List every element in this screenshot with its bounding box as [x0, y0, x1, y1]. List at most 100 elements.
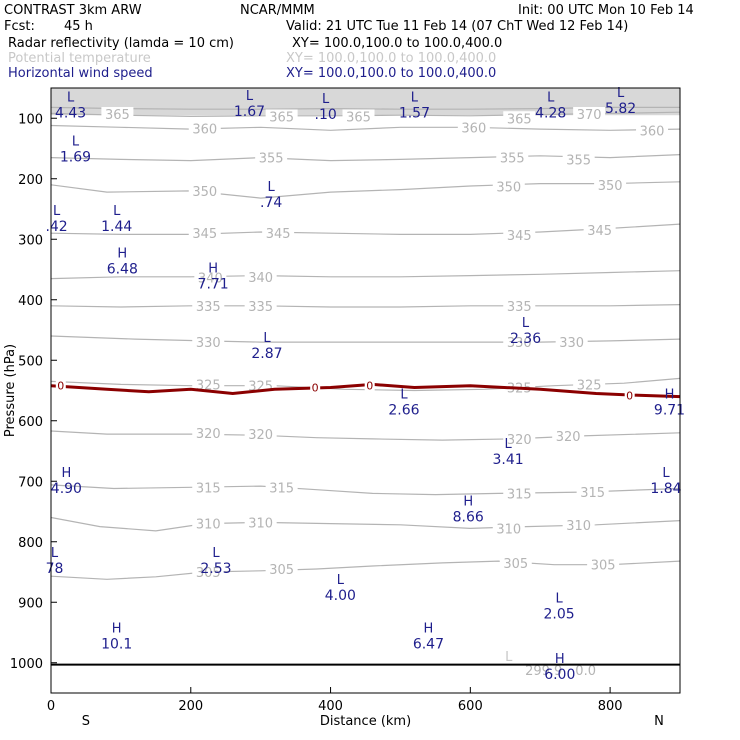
theta-label-bg	[265, 480, 298, 494]
wind-extremum-symbol: L	[522, 316, 530, 331]
wind-extremum-value: 2.36	[510, 331, 541, 347]
y-tick-label: 100	[18, 112, 43, 127]
wind-extremum-value: 1.67	[234, 104, 265, 120]
theta-label-bg	[101, 107, 134, 121]
wind-extremum-symbol: L	[555, 591, 563, 606]
theta-label-bg	[503, 111, 536, 125]
y-tick-label: 900	[18, 596, 43, 611]
theta-label-bg	[244, 515, 277, 529]
theta-label: 370	[577, 108, 602, 123]
theta-label: 345	[266, 227, 291, 242]
theta-label-bg	[244, 269, 277, 283]
wind-extremum-symbol: H	[665, 387, 675, 402]
field-reflectivity-xy: XY= 100.0,100.0 to 100.0,400.0	[292, 36, 503, 51]
theta-label: 315	[269, 481, 294, 496]
wind-extremum-symbol: H	[424, 622, 434, 637]
zero-label-bg	[310, 381, 321, 394]
theta-contour-360	[51, 124, 680, 131]
theta-label-bg	[492, 521, 525, 535]
theta-label: 365	[269, 110, 294, 125]
theta-contour-345	[51, 223, 680, 235]
y-tick-label: 200	[18, 173, 43, 188]
forecast-label: Fcst:	[4, 19, 35, 34]
wind-extremum-value: 9.71	[654, 402, 685, 418]
wind-extremum-value: .74	[260, 195, 282, 211]
theta-label-bg	[573, 377, 606, 391]
wind-extremum-symbol: L	[51, 546, 59, 561]
theta-label-bg	[265, 109, 298, 123]
theta-contour-350	[51, 181, 680, 199]
theta-label-bg	[503, 298, 536, 312]
wind-extremum-value: 4.00	[325, 588, 356, 604]
theta-label-bg	[552, 428, 585, 442]
theta-label-bg	[192, 425, 225, 439]
theta-label: 335	[507, 300, 532, 315]
theta-label: 360	[461, 121, 486, 136]
theta-label-bg	[562, 517, 595, 531]
wind-extremum-symbol: L	[113, 204, 121, 219]
x-axis-title: Distance (km)	[320, 714, 411, 729]
theta-label: 305	[503, 557, 528, 572]
reflectivity-zero-line	[51, 382, 680, 399]
theta-label-bg	[503, 486, 536, 500]
zero-label: 0	[57, 380, 64, 393]
wind-extremum-symbol: H	[555, 652, 565, 667]
theta-label-bg	[188, 183, 221, 197]
wind-extremum-symbol: L	[547, 90, 555, 105]
theta-label: 340	[198, 271, 223, 286]
y-tick-label: 600	[18, 415, 43, 430]
theta-label: 335	[196, 300, 221, 315]
wind-extremum-value: 2.66	[388, 402, 419, 418]
theta-label: 310	[248, 516, 273, 531]
wind-extremum-value: 2.53	[200, 561, 231, 577]
y-axis-title: Pressure (hPa)	[3, 344, 18, 437]
plot-frame	[50, 87, 681, 694]
x-tick-label: 400	[318, 699, 343, 714]
x-end-label-north: N	[654, 714, 664, 729]
theta-label: 320	[507, 433, 532, 448]
theta-label: 310	[196, 518, 221, 533]
y-tick-label: 400	[18, 294, 43, 309]
theta-label: 355	[259, 152, 284, 167]
zero-label-bg	[55, 379, 66, 392]
field-theta-xy: XY= 100.0,100.0 to 100.0,400.0	[286, 51, 497, 66]
wind-extremum-symbol: L	[246, 89, 254, 104]
wind-extremum-symbol: H	[112, 622, 122, 637]
theta-label-bg	[562, 152, 595, 166]
wind-extremum-value: 6.48	[107, 261, 138, 277]
wind-extremum-symbol: L	[322, 92, 330, 107]
wind-extremum-value: 8.66	[453, 509, 484, 525]
theta-label: 320	[196, 427, 221, 442]
reflectivity-extremum: L	[505, 650, 513, 665]
theta-label-bg	[503, 335, 536, 349]
theta-contour-335	[51, 304, 680, 308]
wind-extremum-symbol: L	[212, 546, 220, 561]
theta-label-bg	[262, 226, 295, 240]
field-reflectivity-name: Radar reflectivity (lamda = 10 cm)	[8, 36, 234, 51]
wind-extremum-value: 1.84	[650, 481, 681, 497]
wind-extremum-value: 6.00	[544, 667, 575, 683]
wind-extremum-symbol: H	[208, 262, 218, 277]
theta-label: 360	[640, 124, 665, 139]
theta-label: 345	[587, 224, 612, 239]
wind-extremum-symbol: L	[504, 437, 512, 452]
theta-label-bg	[188, 121, 221, 135]
y-tick-label: 700	[18, 475, 43, 490]
wind-extremum-value: 4.43	[55, 105, 86, 121]
theta-contour-310	[51, 516, 680, 532]
wind-extremum-symbol: L	[662, 466, 670, 481]
x-tick-label: 200	[178, 699, 203, 714]
theta-label: 345	[192, 227, 217, 242]
theta-label: 330	[559, 336, 584, 351]
y-tick-label: 1000	[10, 657, 43, 672]
wind-extremum-symbol: L	[263, 331, 271, 346]
y-tick-label: 300	[18, 233, 43, 248]
theta-label-bg	[192, 298, 225, 312]
theta-label: 330	[507, 336, 532, 351]
theta-label-bg	[573, 107, 606, 121]
theta-label: 355	[500, 152, 525, 167]
theta-label: 315	[196, 481, 221, 496]
theta-label-bg	[499, 555, 532, 569]
init-time: Init: 00 UTC Mon 10 Feb 14	[518, 3, 694, 18]
